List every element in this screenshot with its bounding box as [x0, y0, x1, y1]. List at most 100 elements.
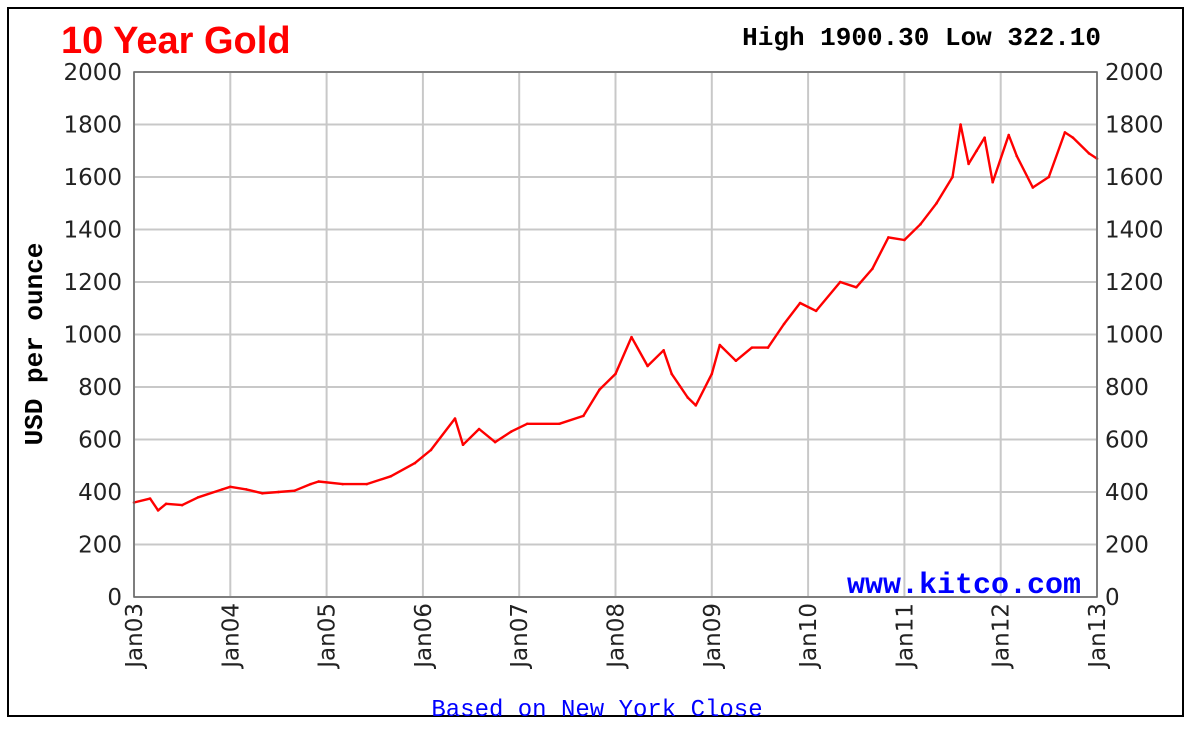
- series-point: [686, 396, 690, 399]
- y-axis-label: USD per ounce: [20, 243, 50, 446]
- series-point: [453, 417, 457, 420]
- series-point: [1015, 154, 1019, 158]
- grid: [133, 71, 1098, 598]
- y-tick-label-right: 1800: [1105, 113, 1164, 139]
- x-ticks: Jan03 Jan04 Jan05 Jan06 Jan07 Jan08 Jan09 Jan10…: [122, 603, 1111, 670]
- series-point: [951, 175, 954, 179]
- series-point: [630, 335, 633, 339]
- series-point: [413, 461, 417, 465]
- footnote: Based on New York Close: [431, 697, 762, 719]
- series-point: [493, 440, 497, 444]
- series-layer: [132, 123, 1099, 512]
- series-point: [148, 497, 152, 500]
- series-point: [614, 372, 617, 376]
- series-point: [477, 427, 481, 431]
- series-point: [670, 372, 673, 376]
- x-tick-label: Jan04: [218, 603, 244, 670]
- chart-title: 10 Year Gold: [61, 20, 291, 62]
- series-point: [1087, 152, 1091, 155]
- series-point: [766, 346, 770, 349]
- series-point: [694, 404, 698, 407]
- plot-border: [133, 71, 1098, 598]
- y-tick-label-right: 400: [1105, 480, 1149, 506]
- series-point: [782, 322, 786, 326]
- series-point: [293, 489, 296, 492]
- series-point: [245, 488, 248, 491]
- y-tick-label-right: 1000: [1105, 323, 1164, 349]
- series-point: [317, 480, 320, 483]
- series-point: [1071, 136, 1075, 139]
- high-low-text: High 1900.30 Low 322.10: [742, 23, 1101, 53]
- series-point: [309, 482, 312, 486]
- series-point: [983, 136, 986, 139]
- series-point: [525, 422, 529, 426]
- series-point: [798, 301, 802, 305]
- series-point: [461, 443, 465, 447]
- series-point: [598, 388, 601, 391]
- series-point: [871, 267, 874, 271]
- gold-price-chart: 10 Year Gold High 1900.30 Low 322.10 USD…: [20, 20, 1164, 719]
- chart-frame: 10 Year Gold High 1900.30 Low 322.10 USD…: [7, 7, 1184, 719]
- series-point: [975, 149, 978, 153]
- y-tick-label-right: 800: [1105, 375, 1149, 401]
- x-tick-label: Jan03: [122, 603, 148, 670]
- y-tick-label-right: 200: [1105, 533, 1149, 559]
- series-point: [718, 343, 722, 347]
- series-point: [220, 488, 224, 491]
- y-tick-label-right: 600: [1105, 428, 1149, 454]
- series-point: [959, 123, 962, 126]
- y-tick-label-left: 1800: [63, 113, 122, 139]
- y-tick-label-left: 1400: [63, 218, 122, 244]
- series-point: [1007, 133, 1011, 137]
- series-point: [967, 162, 970, 166]
- series-point: [854, 285, 858, 289]
- y-tick-label-left: 200: [78, 533, 122, 559]
- series-point: [365, 482, 369, 486]
- series-point: [1031, 186, 1035, 189]
- y-tick-label-left: 600: [78, 428, 122, 454]
- series-point: [229, 485, 232, 489]
- series-point: [838, 280, 842, 284]
- series-point: [919, 222, 922, 226]
- y-tick-label-left: 1200: [63, 270, 122, 296]
- series-point: [750, 346, 754, 349]
- x-tick-label: Jan05: [315, 603, 341, 670]
- series-point: [389, 474, 393, 478]
- y-tick-label-right: 1200: [1105, 270, 1164, 296]
- series-point: [509, 430, 513, 433]
- series-point: [734, 359, 738, 363]
- series-point: [180, 503, 184, 507]
- y-tick-label-right: 0: [1105, 585, 1120, 611]
- x-tick-label: Jan11: [892, 603, 918, 670]
- watermark: www.kitco.com: [847, 569, 1081, 603]
- series-point: [887, 236, 890, 239]
- x-tick-label: Jan09: [700, 603, 726, 670]
- x-tick-label: Jan13: [1085, 603, 1111, 670]
- series-point: [277, 490, 280, 494]
- y-tick-label-left: 1600: [63, 165, 122, 191]
- series-point: [1047, 175, 1051, 179]
- series-point: [935, 201, 938, 205]
- series-point: [991, 180, 994, 184]
- series-point: [341, 482, 344, 486]
- y-tick-label-right: 1400: [1105, 218, 1164, 244]
- series-line-0: [133, 123, 1098, 512]
- x-tick-label: Jan12: [989, 603, 1015, 670]
- series-point: [558, 422, 561, 426]
- y-tick-label-right: 1600: [1105, 165, 1164, 191]
- y-tick-label-left: 0: [107, 585, 122, 611]
- x-tick-label: Jan07: [507, 603, 533, 670]
- series-point: [710, 372, 714, 376]
- y-tick-label-right: 2000: [1105, 60, 1164, 86]
- x-tick-label: Jan06: [411, 603, 437, 670]
- y-tick-label-left: 400: [78, 480, 122, 506]
- series-point: [156, 509, 160, 512]
- y-tick-label-left: 800: [78, 375, 122, 401]
- series-point: [903, 238, 906, 242]
- x-tick-label: Jan08: [604, 603, 630, 670]
- y-tick-label-left: 2000: [63, 60, 122, 86]
- series-point: [646, 364, 649, 368]
- y-ticks-right: 0 200 400 600 800 1000 1200 1400 1600 1800 2000: [1105, 60, 1164, 611]
- series-point: [814, 309, 818, 313]
- series-point: [1063, 131, 1067, 134]
